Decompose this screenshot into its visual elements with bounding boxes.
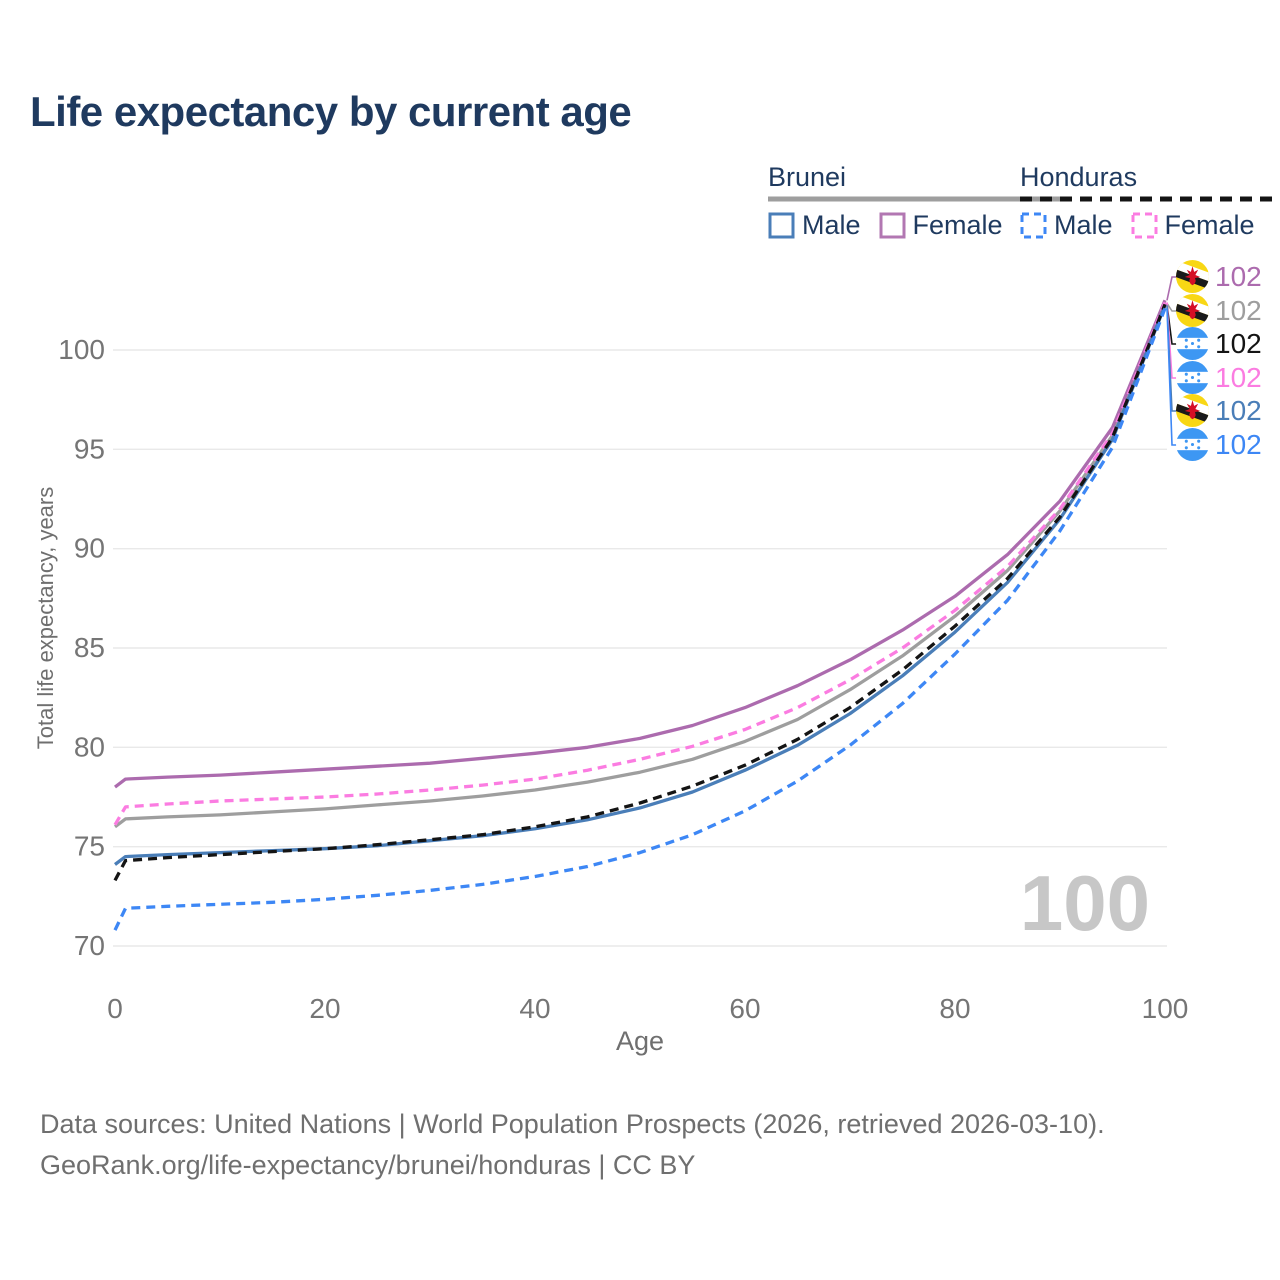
y-tick-95: 95 bbox=[74, 433, 105, 464]
legend-label: Male bbox=[802, 210, 861, 240]
series-line-brunei-male bbox=[114, 304, 1167, 866]
y-tick-80: 80 bbox=[74, 731, 105, 762]
y-tick-100: 100 bbox=[58, 334, 105, 365]
legend-swatch bbox=[879, 212, 906, 239]
x-tick-20: 20 bbox=[309, 993, 340, 1024]
end-label-value: 102 bbox=[1215, 260, 1262, 292]
legend-label: Male bbox=[1054, 210, 1113, 240]
end-label-value: 102 bbox=[1215, 327, 1262, 359]
end-label-brunei-female: 102 bbox=[1176, 260, 1262, 293]
end-label-brunei-both-sexes: 102 bbox=[1176, 294, 1262, 327]
y-tick-75: 75 bbox=[74, 831, 105, 862]
x-tick-100: 100 bbox=[1142, 993, 1189, 1024]
page-title: Life expectancy by current age bbox=[30, 88, 632, 135]
end-label-value: 102 bbox=[1215, 394, 1262, 426]
end-label-brunei-male: 102 bbox=[1176, 394, 1262, 427]
brunei-flag-icon bbox=[1176, 260, 1209, 293]
end-label-value: 102 bbox=[1215, 428, 1262, 460]
legend-country-brunei[interactable]: Brunei bbox=[768, 162, 1068, 202]
x-axis-title: Age bbox=[615, 1026, 665, 1056]
x-tick-60: 60 bbox=[729, 993, 760, 1024]
legend-item-brunei-female[interactable]: Female bbox=[879, 210, 1003, 241]
brunei-flag-icon bbox=[1176, 294, 1209, 327]
series-line-honduras-male bbox=[113, 307, 1167, 931]
legend-country-honduras[interactable]: Honduras bbox=[1020, 162, 1280, 202]
legend-item-honduras-male[interactable]: Male bbox=[1020, 210, 1113, 241]
x-tick-80: 80 bbox=[939, 993, 970, 1024]
honduras-flag-icon bbox=[1176, 327, 1209, 360]
y-tick-90: 90 bbox=[74, 533, 105, 564]
legend-label: Female bbox=[1164, 210, 1255, 240]
legend-label: Female bbox=[912, 210, 1003, 240]
footer: Data sources: United Nations | World Pop… bbox=[40, 1104, 1105, 1186]
series-line-brunei-female bbox=[114, 299, 1167, 789]
x-tick-40: 40 bbox=[519, 993, 550, 1024]
legend-group-honduras: Honduras Male Female bbox=[1020, 162, 1280, 241]
age-counter-watermark: 100 bbox=[1019, 859, 1150, 947]
footer-attribution: GeoRank.org/life-expectancy/brunei/hondu… bbox=[40, 1150, 696, 1180]
end-label-honduras-female: 102 bbox=[1176, 361, 1262, 394]
legend-item-brunei-male[interactable]: Male bbox=[768, 210, 861, 241]
end-label-value: 102 bbox=[1215, 294, 1262, 326]
legend-item-honduras-female[interactable]: Female bbox=[1131, 210, 1255, 241]
honduras-flag-icon bbox=[1176, 428, 1209, 461]
end-label-honduras-both-sexes: 102 bbox=[1176, 327, 1262, 360]
honduras-flag-icon bbox=[1176, 361, 1209, 394]
series-line-brunei-both-sexes bbox=[114, 302, 1167, 829]
footer-data-sources: Data sources: United Nations | World Pop… bbox=[40, 1109, 1105, 1139]
series-line-honduras-female bbox=[113, 301, 1167, 826]
end-label-honduras-male: 102 bbox=[1176, 428, 1262, 461]
end-label-value: 102 bbox=[1215, 361, 1262, 393]
y-tick-85: 85 bbox=[74, 632, 105, 663]
legend-group-brunei: Brunei Male Female bbox=[768, 162, 1068, 241]
x-tick-0: 0 bbox=[107, 993, 123, 1024]
y-tick-70: 70 bbox=[74, 930, 105, 961]
series-line-honduras-both-sexes bbox=[113, 303, 1167, 882]
brunei-flag-icon bbox=[1176, 394, 1209, 427]
legend-swatch bbox=[768, 212, 795, 239]
